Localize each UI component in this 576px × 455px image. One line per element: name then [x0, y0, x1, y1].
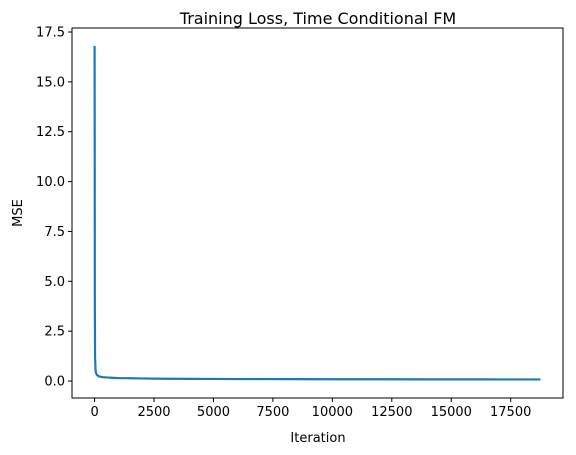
x-tick-label: 2500: [137, 405, 170, 420]
y-tick-label: 0.0: [44, 375, 65, 390]
y-tick-label: 7.5: [44, 225, 65, 240]
y-tick-label: 17.5: [36, 25, 65, 40]
x-tick-label: 7500: [256, 405, 289, 420]
y-tick-label: 2.5: [44, 325, 65, 340]
x-tick-label: 10000: [312, 405, 353, 420]
x-tick-label: 0: [90, 405, 98, 420]
y-axis-label: MSE: [11, 199, 26, 227]
x-axis-label: Iteration: [290, 431, 345, 446]
x-tick-label: 12500: [371, 405, 412, 420]
y-tick-label: 12.5: [36, 125, 65, 140]
y-tick-label: 15.0: [36, 75, 65, 90]
x-tick-label: 5000: [197, 405, 230, 420]
x-tick-label: 17500: [490, 405, 531, 420]
plot-frame: [71, 27, 564, 399]
y-axis: 0.0 2.5 5.0 7.5 10.0 12.5 15.0 17.5: [36, 25, 72, 390]
x-axis: 0 2500 5000 7500 10000 12500 15000 17500: [90, 398, 531, 420]
y-tick-label: 10.0: [36, 175, 65, 190]
chart-title: Training Loss, Time Conditional FM: [179, 9, 456, 28]
y-tick-label: 5.0: [44, 275, 65, 290]
x-tick-label: 15000: [431, 405, 472, 420]
plot-area: [93, 45, 541, 381]
series-line: [93, 45, 541, 381]
